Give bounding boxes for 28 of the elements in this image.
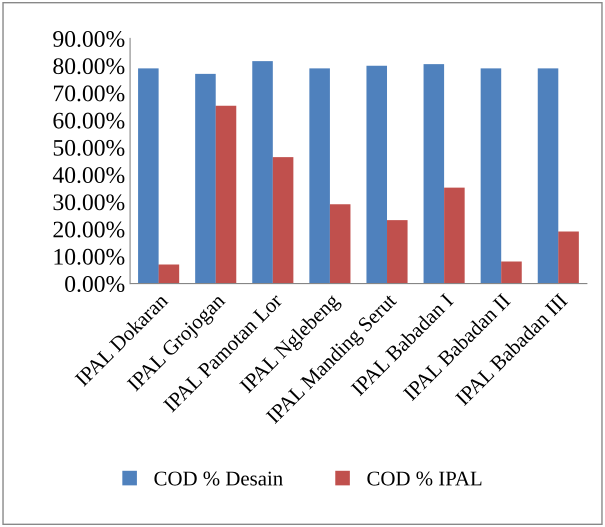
bar xyxy=(138,68,159,284)
bar xyxy=(272,157,294,284)
legend-label: COD % IPAL xyxy=(367,472,482,486)
bar xyxy=(216,106,236,284)
y-tick-label: 50.00% xyxy=(54,140,124,156)
y-tick-label: 10.00% xyxy=(54,248,124,265)
y-tick-label: 60.00% xyxy=(53,112,124,129)
bar xyxy=(538,68,558,284)
y-tick-label: 0.00% xyxy=(65,276,124,292)
bar xyxy=(195,74,216,284)
y-tick-label: 40.00% xyxy=(52,167,124,184)
bar xyxy=(501,261,522,284)
legend-label: COD % Desain xyxy=(154,472,283,486)
y-tick-label: 30.00% xyxy=(54,194,124,210)
bar xyxy=(480,68,502,284)
y-tick-label: 90.00% xyxy=(53,30,124,47)
y-tick-label: 70.00% xyxy=(54,85,124,102)
bar xyxy=(366,66,388,284)
y-tick-label: 20.00% xyxy=(53,222,124,238)
bar xyxy=(558,232,579,284)
bar xyxy=(444,188,465,284)
bar xyxy=(252,61,273,284)
y-tick-label: 80.00% xyxy=(53,58,124,74)
bar xyxy=(387,220,408,284)
bar xyxy=(330,204,350,284)
bar xyxy=(424,64,444,284)
bar xyxy=(309,68,330,284)
bar xyxy=(158,264,180,284)
